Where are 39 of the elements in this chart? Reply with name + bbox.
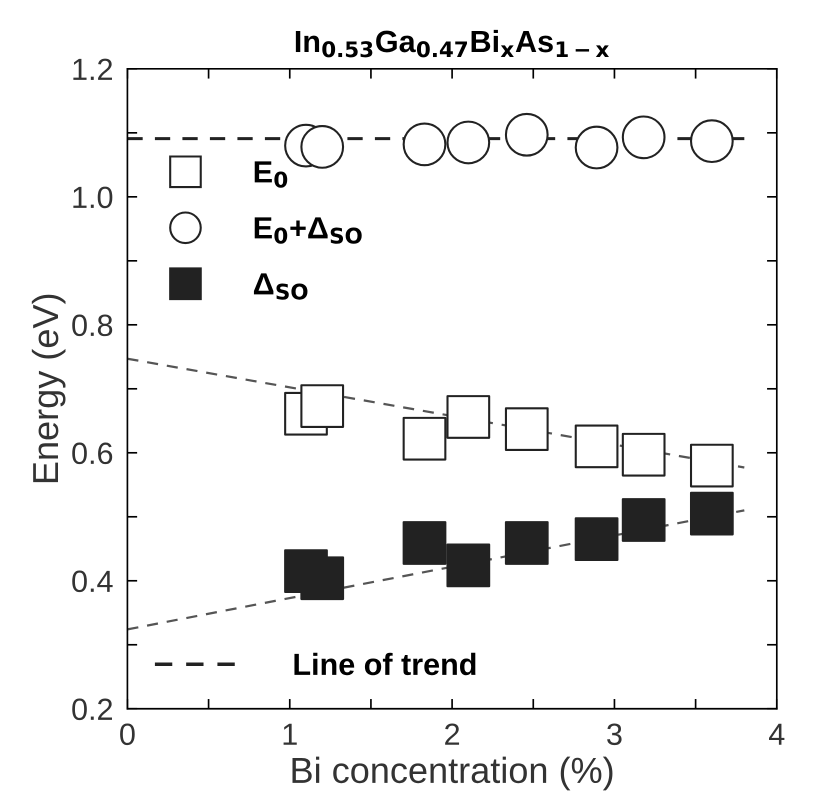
- point: [574, 126, 618, 170]
- point: [402, 122, 446, 166]
- point: [504, 112, 549, 157]
- point: [690, 119, 734, 164]
- point: [504, 521, 549, 565]
- legend-label: E$_{0}$: [254, 161, 288, 188]
- y-tick-label: 1.0: [73, 186, 112, 208]
- x-tick-label: 4: [768, 724, 784, 745]
- point: [446, 544, 490, 588]
- point: [690, 492, 734, 536]
- point: [690, 444, 734, 488]
- point: [574, 517, 618, 562]
- y-tick-label: 0.8: [72, 314, 112, 336]
- point: [402, 416, 446, 461]
- y-tick-label: 1.2: [73, 58, 112, 80]
- point: [300, 384, 344, 428]
- point: [446, 120, 490, 164]
- x-tick-label: 1: [284, 724, 297, 745]
- x-axis-title: Bi concentration (%): [292, 756, 612, 790]
- x-tick-label: 2: [445, 723, 460, 745]
- legend-label: Δ$_{SO}$: [254, 273, 308, 300]
- point: [504, 407, 549, 451]
- legend-label: Line of trend: [294, 652, 476, 676]
- point: [622, 115, 666, 160]
- legend-label: E$_{0}$+Δ$_{SO}$: [254, 217, 362, 244]
- point: [300, 125, 344, 169]
- y-tick-label: 0.6: [72, 442, 112, 464]
- point: [622, 498, 666, 542]
- y-axis-title: Energy (eV): [32, 294, 66, 482]
- point: [622, 432, 666, 477]
- x-tick-label: 3: [607, 723, 622, 746]
- x-tick-label: 0: [120, 723, 135, 746]
- point: [402, 521, 446, 565]
- y-tick-label: 0.4: [72, 570, 113, 592]
- point: [574, 424, 618, 468]
- point: [446, 395, 490, 439]
- chart-title: In$_{0.53}$Ga$_{0.47}$Bi$_{x}$As$_{1−x}$: [296, 30, 609, 58]
- point: [300, 556, 344, 600]
- y-tick-label: 0.2: [72, 698, 112, 720]
